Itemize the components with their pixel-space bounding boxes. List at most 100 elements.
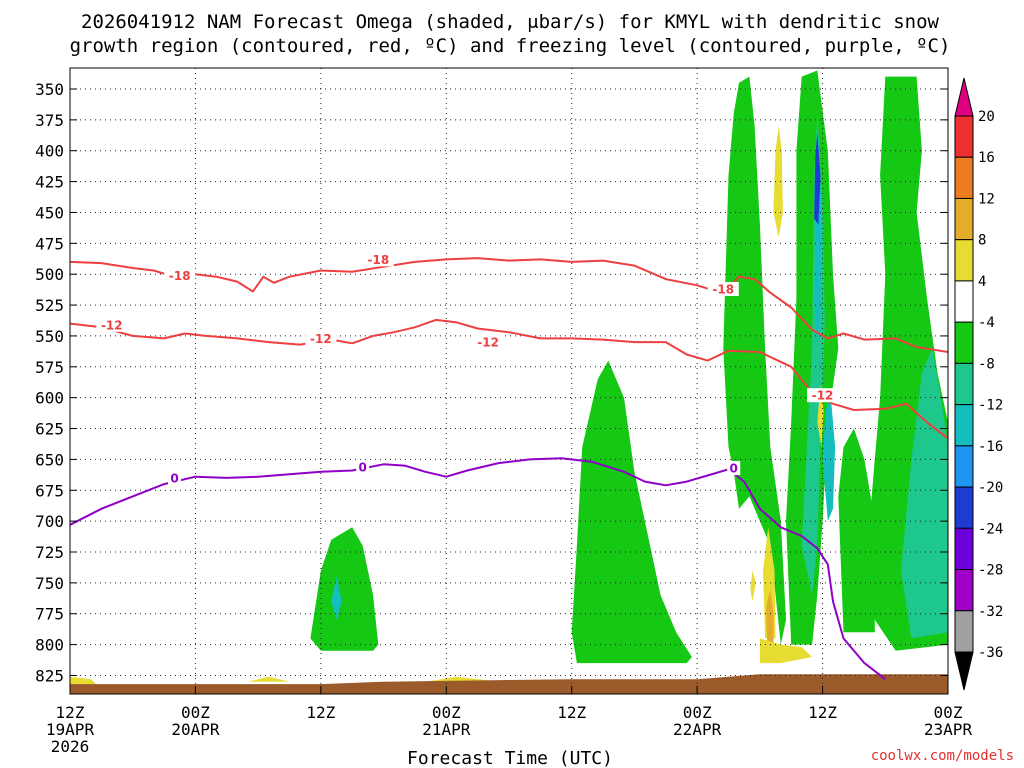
omega-shade-region-19 [247, 676, 290, 682]
zero-freezing-level-label: 0 [358, 460, 366, 474]
y-tick-label: 375 [35, 111, 64, 130]
y-tick-label: 600 [35, 389, 64, 408]
colorbar-label: -12 [978, 398, 1003, 414]
x-tick-label: 12Z [557, 703, 586, 722]
minus-12-isotherm-label-bg [96, 317, 128, 332]
y-tick-label: 525 [35, 296, 64, 315]
credit-text: coolwx.com/models [871, 748, 1014, 764]
x-tick-label: 22APR [673, 720, 722, 739]
colorbar-bin [954, 569, 974, 612]
minus-12-isotherm-label-bg [305, 331, 337, 346]
minus-12-isotherm-label: -12 [477, 336, 499, 350]
colorbar-bottom-triangle [954, 651, 974, 691]
zero-freezing-level-label-bg [168, 470, 182, 485]
colorbar-bin [954, 321, 974, 364]
x-tick-label: 12Z [56, 703, 85, 722]
y-tick-label: 450 [35, 203, 64, 222]
minus-18-isotherm-label-bg [362, 252, 394, 267]
colorbar-bin [954, 280, 974, 323]
colorbar-bin [954, 115, 974, 158]
colorbar-bin [954, 239, 974, 282]
omega-shade-region-15 [814, 132, 821, 225]
omega-shade-region-14 [331, 576, 342, 620]
omega-shade-region-18 [750, 570, 756, 602]
terrain-fill [70, 674, 948, 694]
minus-18-isotherm-label: -18 [169, 269, 191, 283]
colorbar-bin [954, 527, 974, 571]
omega-shade-region-12 [773, 126, 783, 238]
zero-freezing-level-label-bg [727, 461, 741, 476]
zero-freezing-level-label: 0 [170, 471, 178, 485]
colorbar-label: 16 [978, 150, 995, 166]
minus-18-isotherm-label: -18 [368, 253, 390, 267]
x-axis-title: Forecast Time (UTC) [407, 748, 613, 768]
colorbar-label: -36 [978, 645, 1003, 661]
y-axis: 350 375 400 425 450 475 500 525 550 575 600 625 650 6… [35, 80, 948, 685]
colorbar-label: -20 [978, 480, 1003, 496]
omega-shade-region-0 [310, 527, 379, 651]
y-tick-label: 425 [35, 173, 64, 192]
omega-shade-region-11 [759, 638, 813, 664]
minus-18-isotherm-label-bg [707, 282, 739, 297]
colorbar-top-triangle [954, 77, 974, 117]
y-tick-label: 800 [35, 636, 64, 655]
minus-12-isotherm-label: -12 [812, 389, 834, 403]
terrain-layer [70, 674, 948, 694]
colorbar-label: -8 [978, 356, 995, 372]
x-tick-label: 12Z [808, 703, 837, 722]
minus-18-isotherm-label-bg [164, 268, 196, 283]
colorbar-bin [954, 404, 974, 447]
colorbar-label: -4 [978, 315, 995, 331]
contour-layer: -18 -18 -18 -12 -12 -12 -12 0 0 0 [70, 252, 948, 680]
x-tick-label: 23APR [924, 720, 973, 739]
x-tick-label: 00Z [683, 703, 712, 722]
x-tick-label: 00Z [432, 703, 461, 722]
y-tick-label: 500 [35, 265, 64, 284]
omega-shade-region-2 [723, 76, 786, 645]
omega-shade-region-21 [70, 676, 97, 685]
y-tick-label: 750 [35, 574, 64, 593]
y-tick-label: 725 [35, 543, 64, 562]
colorbar: 20 16 12 8 4 -4 -8 -12 -16 -20 -24 -28 -32 -36 [954, 77, 1003, 691]
x-tick-label: 20APR [171, 720, 220, 739]
omega-shade-region-20 [425, 676, 489, 682]
y-tick-label: 700 [35, 512, 64, 531]
chart-title-line-2: growth region (contoured, red, ºC) and f… [70, 35, 951, 57]
colorbar-bin [954, 197, 974, 241]
minus-18-isotherm-label: -18 [712, 283, 734, 297]
omega-shade-region-10 [766, 589, 774, 645]
y-tick-label: 775 [35, 605, 64, 624]
colorbar-label: -28 [978, 563, 1003, 579]
y-tick-label: 400 [35, 142, 64, 161]
x-tick-label: 21APR [422, 720, 471, 739]
y-tick-label: 625 [35, 420, 64, 439]
x-tick-label: 2026 [51, 737, 90, 756]
minus-18-isotherm-line [70, 257, 948, 353]
zero-freezing-level-label: 0 [730, 462, 738, 476]
colorbar-label: 8 [978, 233, 986, 249]
y-tick-label: 675 [35, 481, 64, 500]
x-tick-label: 12Z [306, 703, 335, 722]
plot-frame [69, 67, 949, 695]
y-tick-label: 575 [35, 358, 64, 377]
colorbar-label: -32 [978, 604, 1003, 620]
colorbar-bin [954, 486, 974, 529]
x-tick-label: 00Z [934, 703, 963, 722]
zero-freezing-level-line [70, 457, 886, 680]
y-tick-label: 550 [35, 327, 64, 346]
minus-12-isotherm-label-bg [807, 388, 839, 403]
colorbar-label: -24 [978, 521, 1003, 537]
minus-12-isotherm-label: -12 [101, 318, 123, 332]
omega-shade-region-8 [838, 428, 875, 633]
y-tick-label: 650 [35, 450, 64, 469]
omega-shade-region-7 [901, 348, 948, 639]
omega-shading-layer [70, 70, 948, 685]
zero-freezing-level-label-bg [356, 459, 370, 474]
chart-title-line-1: 2026041912 NAM Forecast Omega (shaded, μ… [81, 11, 939, 33]
x-tick-label: 00Z [181, 703, 210, 722]
colorbar-label: 20 [978, 109, 995, 125]
colorbar-bin [954, 610, 974, 653]
y-tick-label: 825 [35, 666, 64, 685]
x-tick-label: 19APR [46, 720, 95, 739]
